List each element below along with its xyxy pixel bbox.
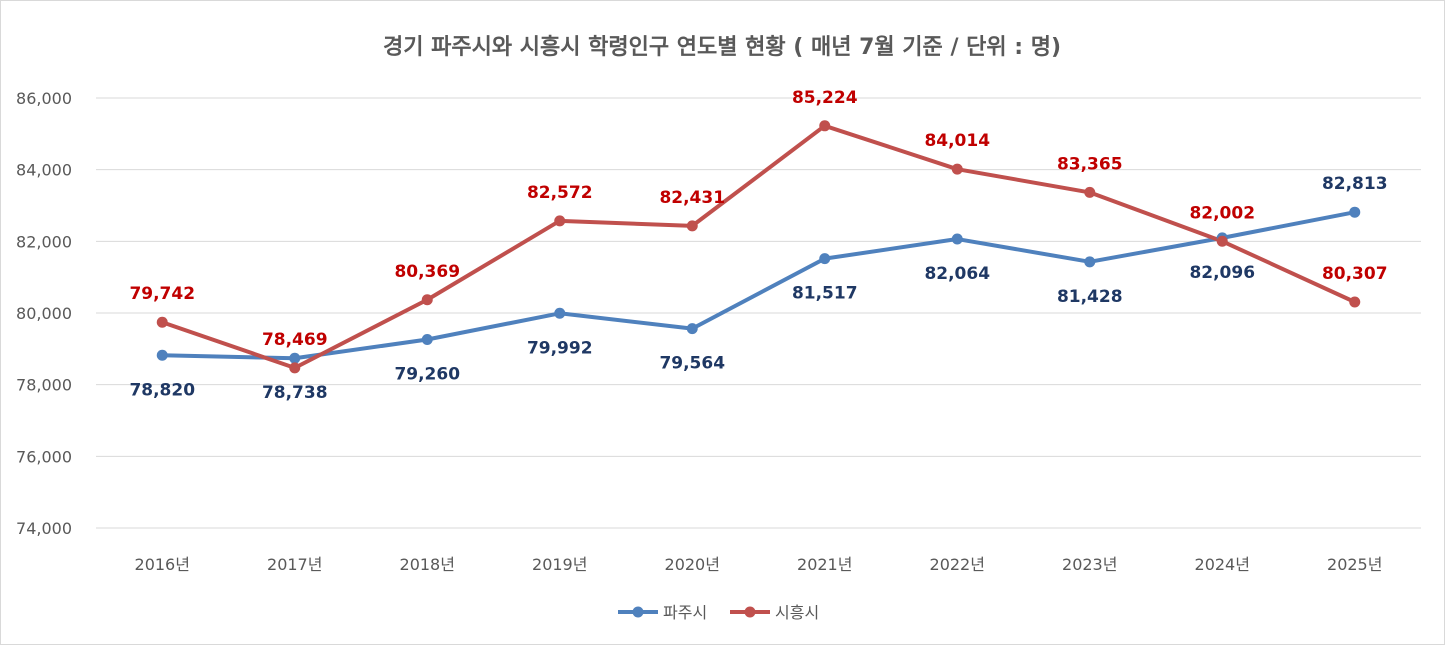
data-point: [289, 352, 301, 364]
data-point: [554, 307, 566, 319]
data-point: [951, 163, 963, 175]
x-tick-label: 2022년: [930, 555, 985, 574]
data-label: 79,742: [129, 284, 195, 304]
x-tick-label: 2020년: [665, 555, 720, 574]
series-points: [156, 120, 1361, 374]
y-tick-label: 80,000: [16, 304, 72, 323]
data-point: [1349, 206, 1361, 218]
y-tick-label: 74,000: [16, 519, 72, 538]
y-tick-label: 78,000: [16, 376, 72, 395]
data-point: [554, 215, 566, 227]
y-tick-label: 76,000: [16, 447, 72, 466]
data-point: [819, 253, 831, 265]
data-label: 82,813: [1322, 174, 1388, 194]
x-tick-label: 2019년: [532, 555, 587, 574]
x-tick-label: 2024년: [1195, 555, 1250, 574]
x-tick-label: 2021년: [797, 555, 852, 574]
data-label: 79,260: [394, 365, 460, 385]
data-point: [1084, 186, 1096, 198]
data-point: [421, 294, 433, 306]
legend-label: 파주시: [663, 603, 707, 622]
data-label: 79,564: [659, 354, 725, 374]
legend-marker: [744, 606, 756, 618]
data-label: 81,517: [792, 284, 858, 304]
x-tick-label: 2023년: [1062, 555, 1117, 574]
gridlines: [96, 97, 1421, 529]
data-label: 83,365: [1057, 154, 1123, 174]
data-point: [1349, 296, 1361, 308]
data-point: [819, 120, 831, 132]
series-lines: [160, 123, 1357, 370]
y-tick-label: 82,000: [16, 232, 72, 251]
data-point: [686, 220, 698, 232]
series-line-1: [160, 210, 1357, 361]
chart-title: 경기 파주시와 시흥시 학령인구 연도별 현황 ( 매년 7월 기준 / 단위 …: [383, 35, 1061, 60]
x-tick-label: 2025년: [1327, 555, 1382, 574]
series-line-2: [160, 123, 1357, 370]
data-point: [686, 323, 698, 335]
data-label: 82,572: [527, 183, 593, 203]
data-label: 79,992: [527, 338, 593, 358]
data-point: [156, 316, 168, 328]
data-point: [289, 362, 301, 374]
data-label: 82,431: [659, 188, 725, 208]
x-tick-label: 2018년: [400, 555, 455, 574]
data-label: 82,064: [924, 264, 990, 284]
legend-label: 시흥시: [775, 603, 819, 622]
data-label: 78,820: [129, 380, 195, 400]
data-label: 80,369: [394, 262, 460, 282]
y-tick-label: 86,000: [16, 89, 72, 108]
data-label: 82,096: [1189, 263, 1255, 283]
x-tick-label: 2016년: [135, 555, 190, 574]
data-label: 82,002: [1189, 203, 1255, 223]
data-label: 85,224: [792, 88, 858, 108]
x-axis: 2016년 2017년 2018년 2019년 2020년 2021년 2022년 2023년…: [135, 555, 1383, 574]
data-point: [1084, 256, 1096, 268]
data-labels: 78,820 78,738 79,260 79,992 79,564 81,517 82,0…: [129, 88, 1387, 403]
data-label: 78,738: [262, 383, 328, 403]
data-label: 78,469: [262, 330, 328, 350]
x-tick-label: 2017년: [267, 555, 322, 574]
y-axis: 74,000 76,000 78,000 80,000 82,000 84,000 86,0…: [16, 89, 72, 538]
data-point: [951, 233, 963, 245]
data-point: [421, 334, 433, 346]
data-label: 81,428: [1057, 287, 1123, 307]
data-label: 80,307: [1322, 264, 1388, 284]
legend-marker: [632, 606, 644, 618]
legend: 파주시 시흥시: [618, 603, 819, 622]
data-point: [1216, 235, 1228, 247]
y-tick-label: 84,000: [16, 161, 72, 180]
data-label: 84,014: [924, 131, 990, 151]
data-point: [156, 349, 168, 361]
